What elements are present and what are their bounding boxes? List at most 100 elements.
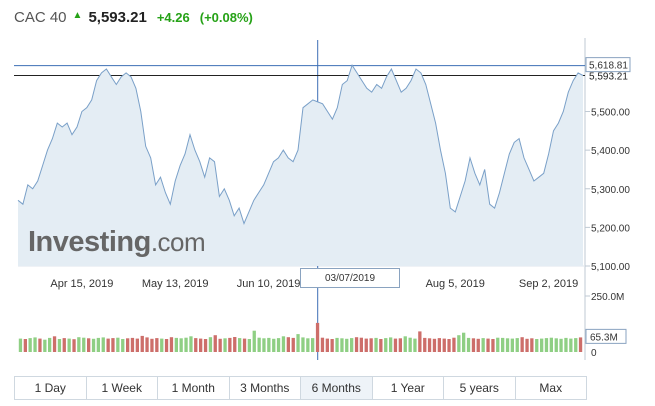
- volume-bar: [340, 338, 344, 352]
- volume-bar: [457, 335, 461, 352]
- investing-logo: Investing.com: [28, 226, 206, 259]
- volume-bars: [18, 322, 583, 352]
- volume-bar: [403, 336, 407, 352]
- volume-bar: [43, 339, 47, 352]
- x-tick-label: Aug 5, 2019: [426, 278, 485, 290]
- volume-bar: [389, 337, 393, 352]
- tab-1-year[interactable]: 1 Year: [373, 377, 444, 399]
- volume-bar: [121, 339, 125, 352]
- chart-labels: 5,100.00 5,200.00 5,300.00 5,400.00 5,500.00…: [50, 57, 631, 359]
- crosshair-value-label: 5,618.81: [589, 61, 628, 72]
- volume-bar: [315, 322, 320, 352]
- y-tick-label: 5,400.00: [591, 146, 630, 157]
- x-tick-label: Sep 2, 2019: [519, 278, 578, 290]
- volume-bar: [155, 338, 159, 352]
- volume-bar: [466, 337, 471, 352]
- volume-bar: [23, 339, 27, 352]
- volume-bar: [301, 337, 305, 352]
- volume-bar: [496, 337, 500, 352]
- volume-bar: [379, 339, 383, 352]
- y-tick-label: 5,100.00: [591, 262, 630, 273]
- volume-bar: [564, 337, 568, 352]
- volume-bar: [452, 337, 456, 352]
- volume-bar: [111, 338, 115, 352]
- volume-bar: [189, 336, 193, 352]
- volume-bar: [359, 337, 363, 352]
- volume-bar: [72, 339, 76, 352]
- tab-max[interactable]: Max: [539, 381, 563, 395]
- volume-bar: [442, 338, 446, 352]
- volume-bar: [335, 337, 339, 352]
- volume-bar: [267, 337, 271, 352]
- last-price: 5,593.21: [88, 9, 147, 26]
- volume-bar: [462, 332, 466, 352]
- volume-bar: [257, 337, 261, 352]
- volume-bar: [33, 337, 37, 352]
- volume-bar: [286, 337, 290, 352]
- volume-bar: [364, 338, 368, 352]
- volume-bar: [393, 338, 398, 352]
- volume-bar: [501, 337, 505, 352]
- volume-bar: [208, 337, 213, 352]
- tab-1-month[interactable]: 1 Month: [158, 377, 230, 399]
- volume-bar: [252, 330, 256, 352]
- volume-bar: [413, 338, 417, 352]
- volume-bar: [238, 338, 242, 352]
- volume-bar: [140, 335, 144, 352]
- volume-bar: [150, 338, 154, 352]
- volume-bar: [515, 338, 519, 352]
- volume-bar: [525, 338, 529, 352]
- crosshair-date-label: 03/07/2019: [300, 268, 400, 288]
- volume-bar: [549, 337, 553, 352]
- tab-1-day[interactable]: 1 Day: [15, 377, 87, 399]
- volume-bar: [106, 338, 110, 352]
- volume-bar: [87, 338, 91, 352]
- y-tick-label: 5,200.00: [591, 223, 630, 234]
- volume-bar: [559, 338, 563, 352]
- volume-bar: [325, 338, 329, 352]
- volume-bar: [194, 338, 198, 352]
- volume-bar: [471, 338, 476, 352]
- volume-bar: [130, 337, 135, 352]
- volume-bar: [427, 338, 432, 352]
- volume-bar: [28, 338, 32, 352]
- price-change: +4.26: [156, 10, 190, 25]
- volume-bar: [96, 337, 100, 352]
- volume-bar: [218, 338, 222, 352]
- x-tick-label: May 13, 2019: [142, 278, 209, 290]
- volume-bar: [398, 338, 402, 352]
- tab-6-months[interactable]: 6 Months: [301, 377, 373, 399]
- volume-bar: [578, 337, 583, 352]
- volume-bar: [62, 338, 66, 352]
- x-tick-label: Apr 15, 2019: [50, 278, 113, 290]
- tab-5-years[interactable]: 5 years: [444, 377, 516, 399]
- last-price-label: 5,593.21: [589, 72, 628, 83]
- time-range-tabs: 1 Day 1 Week 1 Month 3 Months 6 Months 1 Year…: [14, 376, 587, 400]
- y-tick-label: 5,500.00: [591, 108, 630, 119]
- tab-1-week[interactable]: 1 Week: [87, 377, 158, 399]
- volume-bar: [345, 338, 349, 352]
- volume-bar: [544, 338, 549, 352]
- volume-bar: [437, 338, 441, 352]
- volume-bar: [505, 338, 510, 352]
- volume-bar: [101, 337, 105, 352]
- volume-bar: [520, 337, 524, 352]
- volume-bar: [384, 338, 388, 352]
- volume-bar: [476, 338, 480, 352]
- tab-3-months[interactable]: 3 Months: [230, 377, 301, 399]
- volume-bar: [116, 337, 120, 352]
- volume-bar: [184, 337, 188, 352]
- volume-bar: [199, 338, 203, 352]
- crosshair-value-box: [585, 57, 631, 73]
- volume-bar: [569, 338, 573, 352]
- price-change-percent: (+0.08%): [199, 10, 253, 25]
- volume-bar: [48, 337, 52, 352]
- volume-bar: [374, 337, 378, 352]
- volume-bar: [276, 338, 281, 352]
- volume-bar: [330, 339, 334, 352]
- volume-bar: [57, 339, 62, 352]
- volume-bar: [408, 337, 412, 352]
- volume-bar: [311, 338, 315, 352]
- volume-bar: [203, 339, 208, 352]
